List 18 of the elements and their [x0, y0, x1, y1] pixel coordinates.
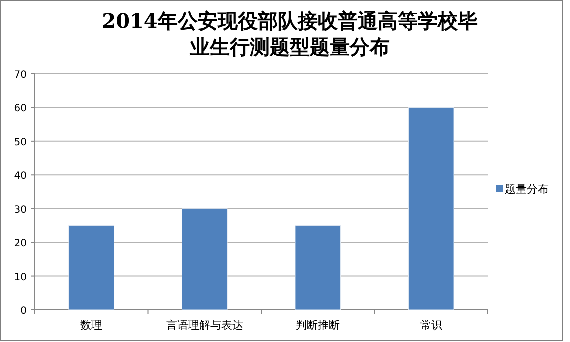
y-tick-label: 70: [14, 70, 27, 81]
bar: [295, 225, 342, 310]
y-tick-label: 10: [14, 272, 27, 284]
legend-label: 题量分布: [505, 183, 549, 196]
bar: [68, 225, 115, 310]
chart-title: 2014年公安现役部队接收普通高等学校毕业生行测题型题量分布: [102, 9, 478, 59]
y-tick-label: 60: [14, 104, 27, 115]
x-tick-label: 言语理解与表达: [166, 319, 244, 332]
y-tick-label: 20: [14, 238, 27, 250]
x-tick-label: 判断推断: [296, 319, 340, 332]
x-tick-label: 常识: [420, 319, 442, 332]
x-tick-label: 数理: [80, 319, 103, 332]
y-tick-label: 30: [14, 204, 27, 216]
y-tick-label: 40: [14, 171, 27, 182]
y-tick-label: 50: [14, 137, 27, 148]
y-tick-label: 0: [20, 306, 27, 317]
bar: [408, 107, 454, 310]
bar: [182, 208, 228, 310]
